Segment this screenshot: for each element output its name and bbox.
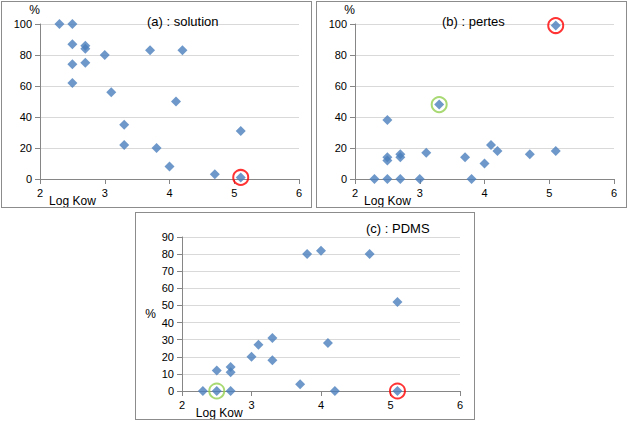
svg-text:Log Kow: Log Kow [49, 194, 96, 207]
svg-text:0: 0 [26, 173, 32, 185]
svg-text:2: 2 [37, 187, 43, 199]
svg-text:60: 60 [335, 80, 347, 92]
svg-text:80: 80 [335, 49, 347, 61]
svg-text:0: 0 [168, 385, 174, 397]
svg-text:6: 6 [457, 399, 463, 411]
svg-text:(c) : PDMS: (c) : PDMS [366, 221, 430, 236]
svg-text:(a) : solution: (a) : solution [147, 14, 219, 29]
svg-text:%: % [145, 307, 156, 321]
svg-text:50: 50 [162, 299, 174, 311]
svg-text:5: 5 [231, 187, 237, 199]
svg-text:20: 20 [335, 142, 347, 154]
svg-text:100: 100 [329, 18, 347, 30]
svg-text:%: % [29, 3, 40, 17]
svg-text:2: 2 [179, 399, 185, 411]
svg-text:90: 90 [162, 231, 174, 243]
svg-text:4: 4 [318, 399, 324, 411]
svg-text:80: 80 [20, 49, 32, 61]
svg-text:40: 40 [162, 317, 174, 329]
svg-text:0: 0 [341, 173, 347, 185]
svg-text:10: 10 [162, 368, 174, 380]
svg-text:80: 80 [162, 248, 174, 260]
svg-text:5: 5 [387, 399, 393, 411]
svg-text:Log Kow: Log Kow [196, 406, 243, 419]
svg-text:6: 6 [611, 187, 617, 199]
svg-text:%: % [344, 3, 355, 17]
svg-text:30: 30 [162, 334, 174, 346]
svg-text:3: 3 [417, 187, 423, 199]
svg-text:2: 2 [352, 187, 358, 199]
svg-text:Log Kow: Log Kow [364, 194, 411, 207]
svg-text:6: 6 [296, 187, 302, 199]
svg-text:5: 5 [546, 187, 552, 199]
svg-text:(b) : pertes: (b) : pertes [442, 14, 505, 29]
svg-text:3: 3 [248, 399, 254, 411]
svg-text:70: 70 [162, 265, 174, 277]
svg-text:60: 60 [162, 282, 174, 294]
svg-text:40: 40 [20, 111, 32, 123]
svg-text:60: 60 [20, 80, 32, 92]
svg-text:4: 4 [166, 187, 172, 199]
svg-text:100: 100 [14, 18, 32, 30]
svg-text:20: 20 [20, 142, 32, 154]
svg-text:4: 4 [481, 187, 487, 199]
svg-text:3: 3 [102, 187, 108, 199]
svg-text:40: 40 [335, 111, 347, 123]
svg-text:20: 20 [162, 351, 174, 363]
